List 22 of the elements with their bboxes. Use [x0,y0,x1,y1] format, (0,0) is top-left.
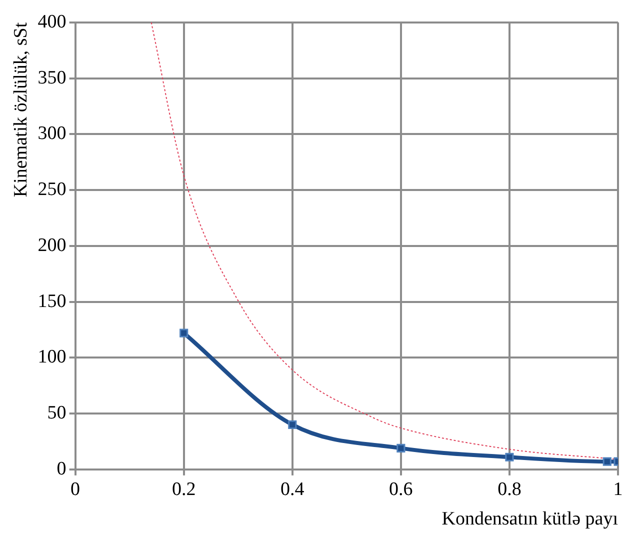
y-tick-label: 300 [38,123,66,144]
y-axis-title: Kinematik özlülük, sSt [10,22,32,198]
x-tick-label: 0.4 [280,478,305,500]
point [180,328,188,338]
y-tick-label: 150 [38,290,66,312]
y-tick-label: 0 [56,458,66,480]
x-tick-label: 0.6 [389,478,413,500]
x-tick-label: 0.8 [498,478,522,500]
x-axis-title: Kondensatın kütlə payı [442,508,618,530]
x-tick-label: 0 [70,478,80,500]
y-tick-label: 50 [47,402,66,424]
point [602,457,612,466]
point [396,444,406,452]
y-tick-label: 350 [38,67,66,88]
x-tick-label: 1 [613,478,623,500]
x-tick-label: 0.2 [172,478,196,500]
y-tick-label: 250 [38,179,66,200]
y-tick-label: 100 [38,346,66,368]
y-tick-label: 400 [38,11,66,32]
point [505,452,514,462]
point [288,420,297,429]
y-tick-label: 200 [38,234,66,256]
